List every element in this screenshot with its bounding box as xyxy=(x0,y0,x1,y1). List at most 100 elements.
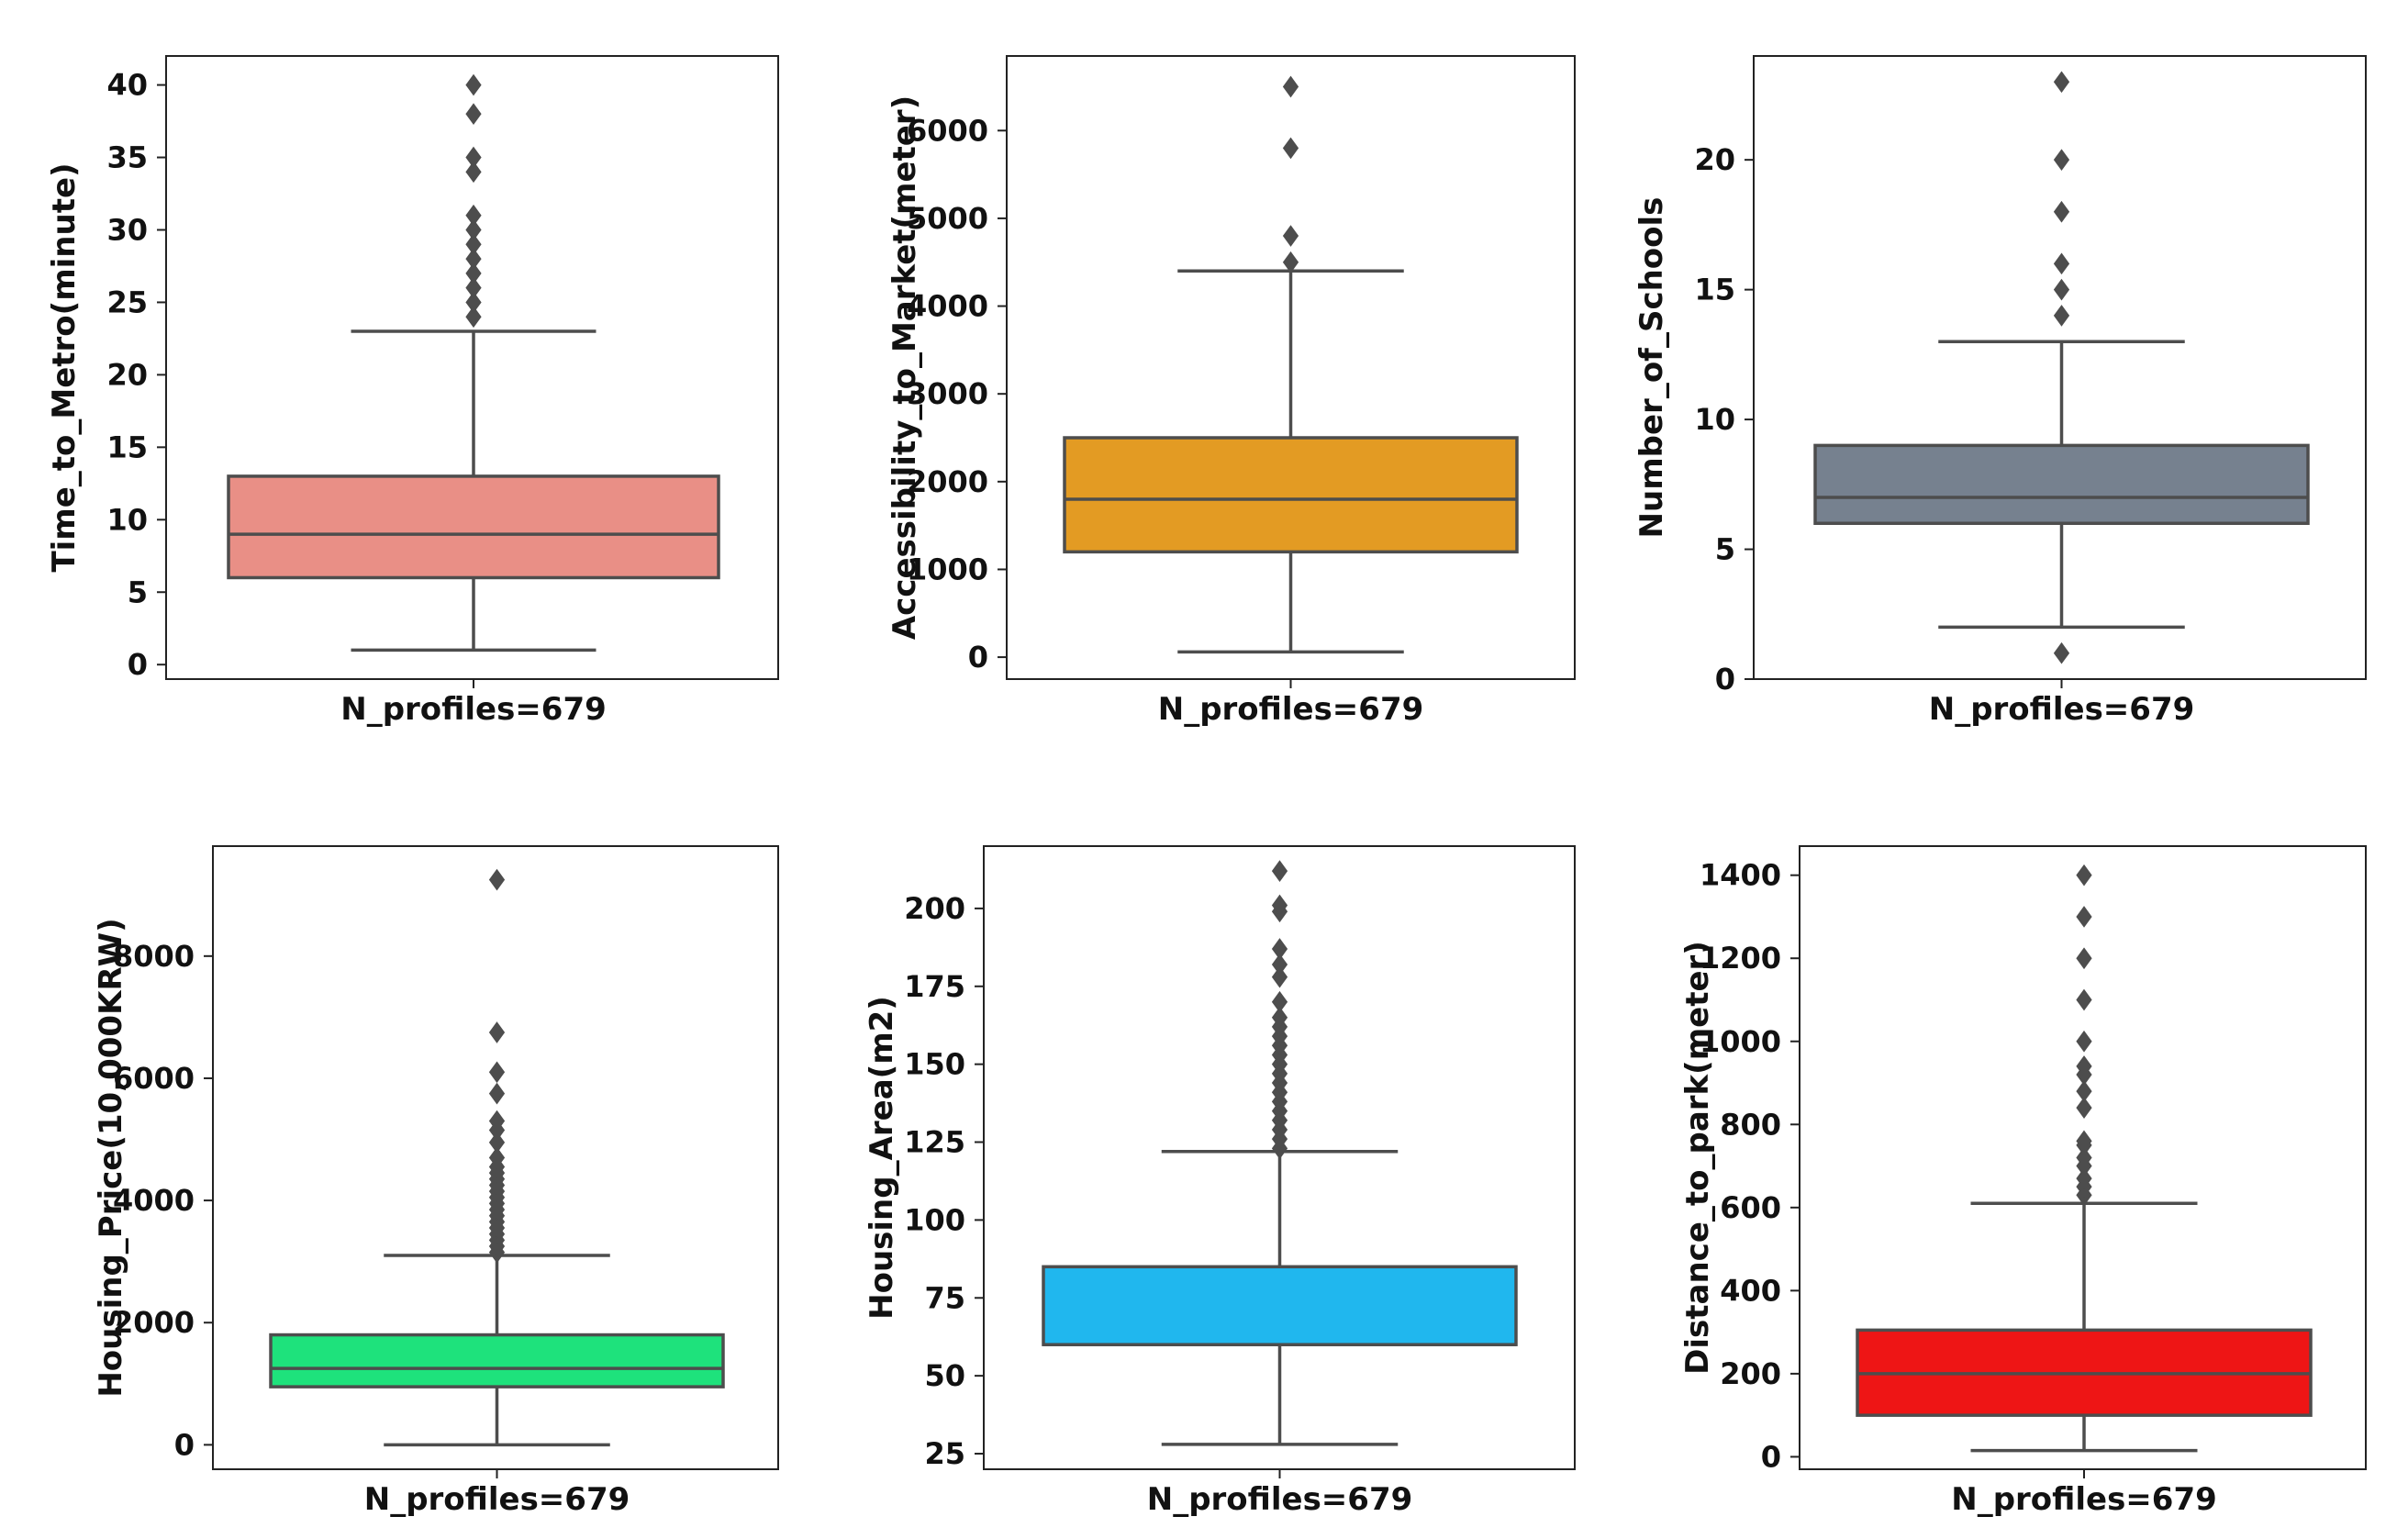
y-axis-label: Housing_Price(10,000KRW) xyxy=(93,918,129,1397)
y-tick-label: 2000 xyxy=(113,1305,195,1340)
y-axis-label: Housing_Area(m2) xyxy=(864,996,900,1320)
y-tick-label: 25 xyxy=(106,284,148,319)
outlier-point xyxy=(2053,305,2070,327)
iqr-box xyxy=(1063,436,1519,554)
y-tick-label: 1000 xyxy=(907,552,988,586)
subplot-2: 0 1000 2000 3000 4000 5000 6000 N_profiles=679 A… xyxy=(886,55,1576,728)
y-tick-label: 150 xyxy=(904,1047,965,1082)
y-tick-label: 15 xyxy=(106,429,148,464)
subplot-1: 0 5 10 15 20 25 30 35 40 N_profiles=679 Time_to_Me… xyxy=(46,55,779,728)
subplot-6: 0 200 400 600 800 1000 1200 1400 N_profiles=679 D… xyxy=(1679,845,2367,1518)
outlier-point xyxy=(465,248,482,270)
outlier-point xyxy=(465,204,482,227)
outlier-point xyxy=(1271,860,1288,883)
y-tick-label: 20 xyxy=(1694,142,1735,177)
subplot-4: 0 2000 4000 6000 8000 N_profiles=679 Housing_P… xyxy=(93,845,779,1518)
y-tick-label: 30 xyxy=(106,212,148,247)
y-tick-label: 2000 xyxy=(907,464,988,499)
outlier-point xyxy=(1282,251,1299,273)
outlier-point xyxy=(1282,225,1299,247)
y-tick-label: 0 xyxy=(968,640,988,675)
outlier-point xyxy=(465,161,482,184)
outlier-point xyxy=(488,1021,506,1043)
outlier-point xyxy=(2076,947,2092,970)
y-tick-label: 1200 xyxy=(1700,941,1781,976)
y-tick-label: 0 xyxy=(174,1427,195,1462)
outlier-point xyxy=(2076,1080,2092,1102)
y-tick-label: 1000 xyxy=(1700,1024,1781,1059)
x-axis-label: N_profiles=679 xyxy=(1951,1481,2217,1518)
x-axis-label: N_profiles=679 xyxy=(1147,1481,1413,1518)
y-axis-label: Time_to_Metro(minute) xyxy=(46,162,83,572)
x-axis-label: N_profiles=679 xyxy=(340,691,607,728)
outlier-point xyxy=(2053,200,2070,223)
outlier-point xyxy=(1271,1006,1288,1029)
iqr-box xyxy=(1813,443,2310,525)
outlier-point xyxy=(2053,641,2070,664)
y-tick-label: 25 xyxy=(924,1436,965,1471)
y-tick-label: 5000 xyxy=(907,201,988,236)
outlier-point xyxy=(2053,71,2070,94)
y-tick-label: 4000 xyxy=(907,289,988,324)
y-tick-label: 75 xyxy=(924,1280,965,1315)
y-tick-label: 5 xyxy=(128,574,148,609)
outlier-point xyxy=(2076,864,2092,887)
y-tick-label: 400 xyxy=(1720,1273,1781,1308)
outlier-point xyxy=(465,103,482,126)
y-tick-label: 5 xyxy=(1715,532,1735,567)
y-tick-label: 8000 xyxy=(113,939,195,974)
outlier-point xyxy=(1271,938,1288,960)
outlier-point xyxy=(2053,149,2070,172)
x-axis-label: N_profiles=679 xyxy=(1158,691,1424,728)
outlier-point xyxy=(465,218,482,241)
outlier-point xyxy=(2076,1030,2092,1053)
plot-frame xyxy=(1753,55,2367,680)
y-tick-label: 10 xyxy=(1694,402,1735,437)
plot-frame xyxy=(212,845,779,1470)
y-tick-label: 3000 xyxy=(907,376,988,411)
y-tick-label: 50 xyxy=(924,1358,965,1393)
x-axis-label: N_profiles=679 xyxy=(364,1481,630,1518)
subplot-5: 25 50 75 100 125 150 175 200 N_profiles=679 Housi… xyxy=(864,845,1576,1518)
outlier-point xyxy=(2076,1097,2092,1120)
y-tick-label: 200 xyxy=(904,891,965,926)
outlier-point xyxy=(2076,1130,2092,1153)
outlier-point xyxy=(2053,252,2070,275)
outlier-point xyxy=(2076,988,2092,1011)
iqr-box xyxy=(1042,1265,1518,1346)
outlier-point xyxy=(1271,990,1288,1013)
y-axis-label: Number_of_Schools xyxy=(1633,197,1670,539)
outlier-point xyxy=(1271,894,1288,917)
y-tick-label: 200 xyxy=(1720,1356,1781,1391)
y-tick-label: 175 xyxy=(904,969,965,1004)
y-tick-label: 40 xyxy=(106,68,148,103)
outlier-point xyxy=(1282,75,1299,98)
outlier-point xyxy=(465,146,482,169)
iqr-box xyxy=(227,474,720,580)
iqr-box xyxy=(269,1333,725,1388)
y-tick-label: 0 xyxy=(1761,1439,1781,1474)
outlier-point xyxy=(2076,1167,2092,1189)
y-tick-label: 6000 xyxy=(907,113,988,148)
outlier-point xyxy=(465,73,482,96)
plot-frame xyxy=(165,55,779,680)
y-tick-label: 15 xyxy=(1694,273,1735,307)
y-axis-label: Distance_to_park(meter) xyxy=(1679,941,1716,1375)
outlier-point xyxy=(465,262,482,284)
y-tick-label: 4000 xyxy=(113,1183,195,1218)
outlier-point xyxy=(1271,965,1288,988)
outlier-point xyxy=(488,1132,506,1154)
y-tick-label: 800 xyxy=(1720,1107,1781,1142)
outlier-point xyxy=(465,276,482,299)
outlier-point xyxy=(465,306,482,329)
outlier-point xyxy=(2076,906,2092,928)
y-tick-label: 0 xyxy=(128,647,148,682)
x-axis-label: N_profiles=679 xyxy=(1929,691,2195,728)
outlier-point xyxy=(1271,954,1288,976)
y-tick-label: 0 xyxy=(1715,662,1735,697)
outlier-point xyxy=(488,868,506,891)
y-axis-label: Accessibility_to_Market(meter) xyxy=(886,95,923,640)
outlier-point xyxy=(465,291,482,314)
y-tick-label: 20 xyxy=(106,357,148,392)
